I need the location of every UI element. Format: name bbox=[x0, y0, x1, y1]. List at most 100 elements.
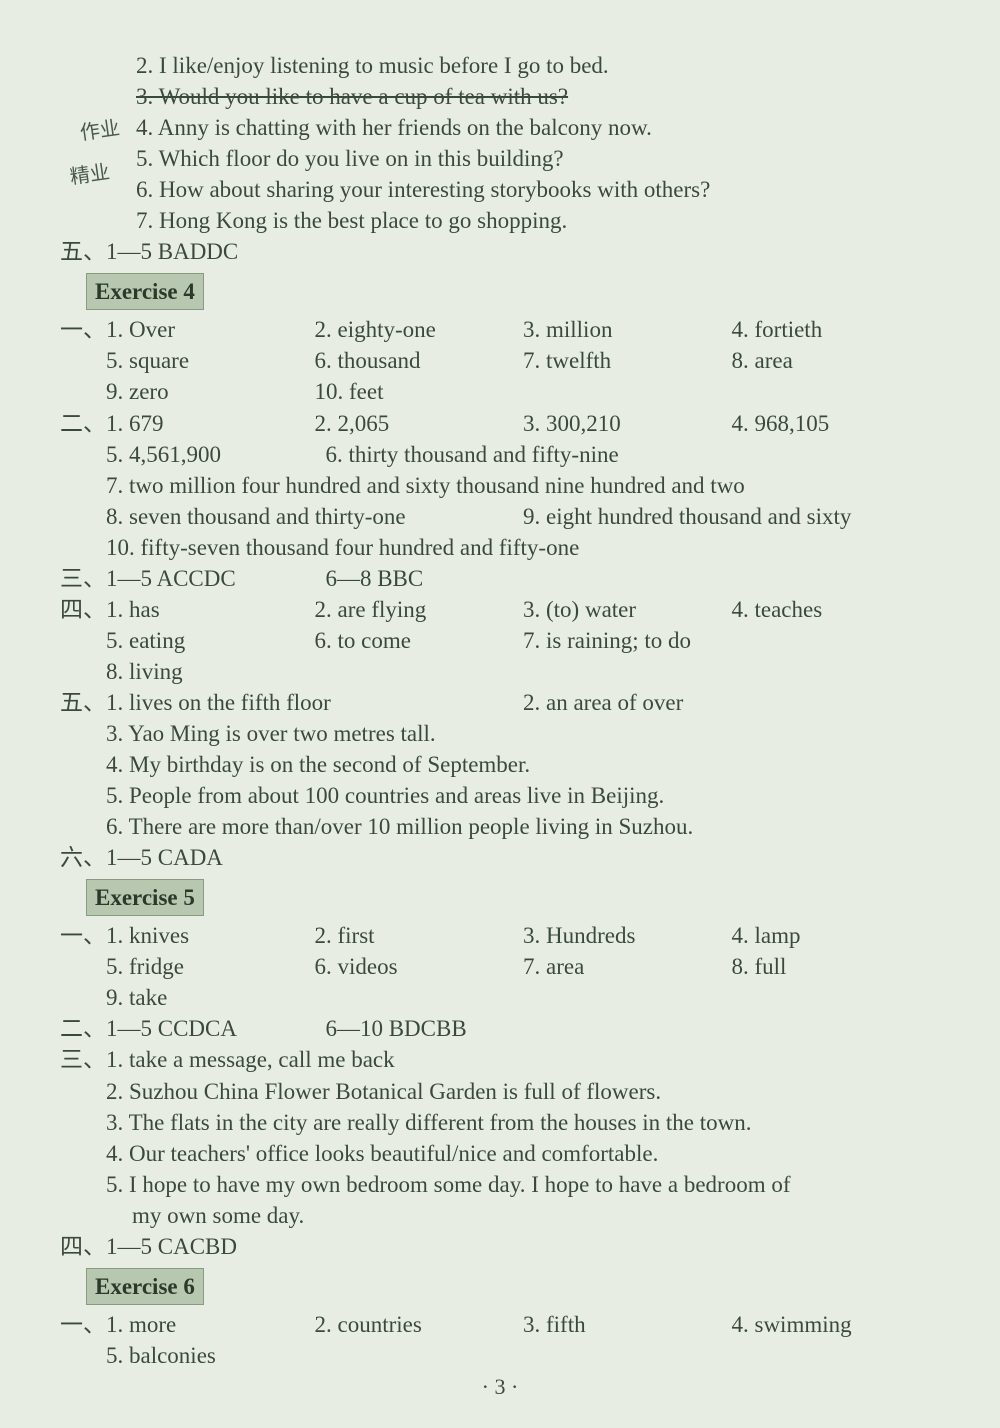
ex4-s2-i4: 4. 968,105 bbox=[732, 408, 941, 439]
ex5-s2-label: 二、 bbox=[60, 1013, 106, 1044]
ex4-s1-label: 一、 bbox=[60, 314, 106, 345]
ex6-s1-label: 一、 bbox=[60, 1309, 106, 1340]
ex4-s5-i3: 3. Yao Ming is over two metres tall. bbox=[106, 718, 940, 749]
ex5-s1-i1: 1. knives bbox=[106, 920, 315, 951]
ex4-s4-i6: 6. to come bbox=[315, 625, 524, 656]
ex4-s1-i9: 9. zero bbox=[106, 376, 315, 407]
ex4-s1-i10: 10. feet bbox=[315, 376, 524, 407]
ex4-s4-label: 四、 bbox=[60, 594, 106, 625]
ex4-s4-i8: 8. living bbox=[106, 656, 940, 687]
ex5-s3-i2: 2. Suzhou China Flower Botanical Garden … bbox=[106, 1076, 940, 1107]
ex4-s1-i1: 1. Over bbox=[106, 314, 315, 345]
handwritten-note-2: 精业 bbox=[68, 159, 111, 191]
ex4-s2-i3: 3. 300,210 bbox=[523, 408, 732, 439]
ex6-s1-i3: 3. fifth bbox=[523, 1309, 732, 1340]
ex4-s1-row1: 一、 1. Over 2. eighty-one 3. million 4. f… bbox=[60, 314, 940, 345]
exercise-6-header: Exercise 6 bbox=[86, 1268, 204, 1305]
ex4-s4-i5: 5. eating bbox=[106, 625, 315, 656]
ex5-s4-text: 1—5 CACBD bbox=[106, 1231, 940, 1262]
ex5-s3-i1: 1. take a message, call me back bbox=[106, 1044, 940, 1075]
ex4-s4-i4: 4. teaches bbox=[732, 594, 941, 625]
ex4-s2-row2: 5. 4,561,900 6. thirty thousand and fift… bbox=[60, 439, 940, 470]
ex5-s1-i9: 9. take bbox=[106, 982, 940, 1013]
ex4-s3-label: 三、 bbox=[60, 563, 106, 594]
ex4-s1-i8: 8. area bbox=[732, 345, 941, 376]
exercise-4-header: Exercise 4 bbox=[86, 273, 204, 310]
ex4-s5-i4: 4. My birthday is on the second of Septe… bbox=[106, 749, 940, 780]
ex5-s1-i8: 8. full bbox=[732, 951, 941, 982]
ex4-s5-i6: 6. There are more than/over 10 million p… bbox=[106, 811, 940, 842]
exercise-5-header: Exercise 5 bbox=[86, 879, 204, 916]
ex4-s4-i2: 2. are flying bbox=[315, 594, 524, 625]
ex4-s2-i10: 10. fifty-seven thousand four hundred an… bbox=[106, 532, 940, 563]
ex5-s2-b: 6—10 BDCBB bbox=[325, 1013, 940, 1044]
ex6-s1-i1: 1. more bbox=[106, 1309, 315, 1340]
ex4-s3: 三、 1—5 ACCDC 6—8 BBC bbox=[60, 563, 940, 594]
ex5-s3-i5b: my own some day. bbox=[106, 1200, 940, 1231]
ex4-s5-i1: 1. lives on the fifth floor bbox=[106, 687, 523, 718]
ex4-s3-a: 1—5 ACCDC bbox=[106, 563, 325, 594]
ex5-s2: 二、 1—5 CCDCA 6—10 BDCBB bbox=[60, 1013, 940, 1044]
ex5-s1-i5: 5. fridge bbox=[106, 951, 315, 982]
ex4-s2-row1: 二、 1. 679 2. 2,065 3. 300,210 4. 968,105 bbox=[60, 408, 940, 439]
ex4-s5-i2: 2. an area of over bbox=[523, 687, 940, 718]
ex4-s5-label: 五、 bbox=[60, 687, 106, 718]
ex4-s5-i5: 5. People from about 100 countries and a… bbox=[106, 780, 940, 811]
ex5-s3-i4: 4. Our teachers' office looks beautiful/… bbox=[106, 1138, 940, 1169]
ex4-s1-i4: 4. fortieth bbox=[732, 314, 941, 345]
ex5-s1-label: 一、 bbox=[60, 920, 106, 951]
ex5-s3-label: 三、 bbox=[60, 1044, 106, 1075]
ex5-s3-i3: 3. The flats in the city are really diff… bbox=[106, 1107, 940, 1138]
ex4-s2-i2: 2. 2,065 bbox=[315, 408, 524, 439]
ex4-s4-row1: 四、 1. has 2. are flying 3. (to) water 4.… bbox=[60, 594, 940, 625]
ex4-s4-i1: 1. has bbox=[106, 594, 315, 625]
sentence-5: 5. Which floor do you live on in this bu… bbox=[60, 143, 940, 174]
ex5-s4: 四、 1—5 CACBD bbox=[60, 1231, 940, 1262]
ex4-s2-i9: 9. eight hundred thousand and sixty bbox=[523, 501, 940, 532]
ex6-s1-i2: 2. countries bbox=[315, 1309, 524, 1340]
ex4-s1-i2: 2. eighty-one bbox=[315, 314, 524, 345]
ex4-s2-i6: 6. thirty thousand and fifty-nine bbox=[325, 439, 940, 470]
ex4-s2-label: 二、 bbox=[60, 408, 106, 439]
ex4-s2-i1: 1. 679 bbox=[106, 408, 315, 439]
ex5-s1-i3: 3. Hundreds bbox=[523, 920, 732, 951]
ex4-s1-row2: 5. square 6. thousand 7. twelfth 8. area bbox=[60, 345, 940, 376]
ex4-s2-i7: 7. two million four hundred and sixty th… bbox=[106, 470, 940, 501]
ex4-s2-i5: 5. 4,561,900 bbox=[106, 439, 325, 470]
ex4-s6: 六、 1—5 CADA bbox=[60, 842, 940, 873]
top-five-label: 五、 bbox=[60, 236, 106, 267]
ex4-s5-row1: 五、 1. lives on the fifth floor 2. an are… bbox=[60, 687, 940, 718]
sentence-6: 6. How about sharing your interesting st… bbox=[60, 174, 940, 205]
ex4-s4-i3: 3. (to) water bbox=[523, 594, 732, 625]
ex4-s1-i3: 3. million bbox=[523, 314, 732, 345]
sentence-4: 4. Anny is chatting with her friends on … bbox=[60, 112, 940, 143]
ex5-s1-i2: 2. first bbox=[315, 920, 524, 951]
page: 2. I like/enjoy listening to music befor… bbox=[0, 0, 1000, 1428]
ex4-s1-i6: 6. thousand bbox=[315, 345, 524, 376]
ex5-s1-row1: 一、 1. knives 2. first 3. Hundreds 4. lam… bbox=[60, 920, 940, 951]
ex4-s6-text: 1—5 CADA bbox=[106, 842, 940, 873]
ex4-s2-i8: 8. seven thousand and thirty-one bbox=[106, 501, 523, 532]
ex4-s1-row3: 9. zero 10. feet bbox=[60, 376, 940, 407]
sentence-3-text: 3. Would you like to have a cup of tea w… bbox=[136, 84, 568, 109]
sentence-7: 7. Hong Kong is the best place to go sho… bbox=[60, 205, 940, 236]
top-five-text: 1—5 BADDC bbox=[106, 236, 940, 267]
ex5-s1-i7: 7. area bbox=[523, 951, 732, 982]
ex5-s1-i4: 4. lamp bbox=[732, 920, 941, 951]
ex4-s6-label: 六、 bbox=[60, 842, 106, 873]
ex5-s1-i6: 6. videos bbox=[315, 951, 524, 982]
ex5-s4-label: 四、 bbox=[60, 1231, 106, 1262]
sentence-2: 2. I like/enjoy listening to music befor… bbox=[60, 50, 940, 81]
ex6-s1-row1: 一、 1. more 2. countries 3. fifth 4. swim… bbox=[60, 1309, 940, 1340]
ex5-s3-i5a: 5. I hope to have my own bedroom some da… bbox=[106, 1169, 940, 1200]
sentence-3: 3. Would you like to have a cup of tea w… bbox=[60, 81, 940, 112]
ex6-s1-i4: 4. swimming bbox=[732, 1309, 941, 1340]
page-number: · 3 · bbox=[0, 1372, 1000, 1402]
ex4-s4-i7: 7. is raining; to do bbox=[523, 625, 940, 656]
top-five-row: 五、 1—5 BADDC bbox=[60, 236, 940, 267]
handwritten-note-1: 作业 bbox=[78, 115, 121, 147]
ex5-s2-a: 1—5 CCDCA bbox=[106, 1013, 325, 1044]
ex4-s1-i5: 5. square bbox=[106, 345, 315, 376]
ex5-s3-row1: 三、 1. take a message, call me back bbox=[60, 1044, 940, 1075]
ex4-s1-i7: 7. twelfth bbox=[523, 345, 732, 376]
